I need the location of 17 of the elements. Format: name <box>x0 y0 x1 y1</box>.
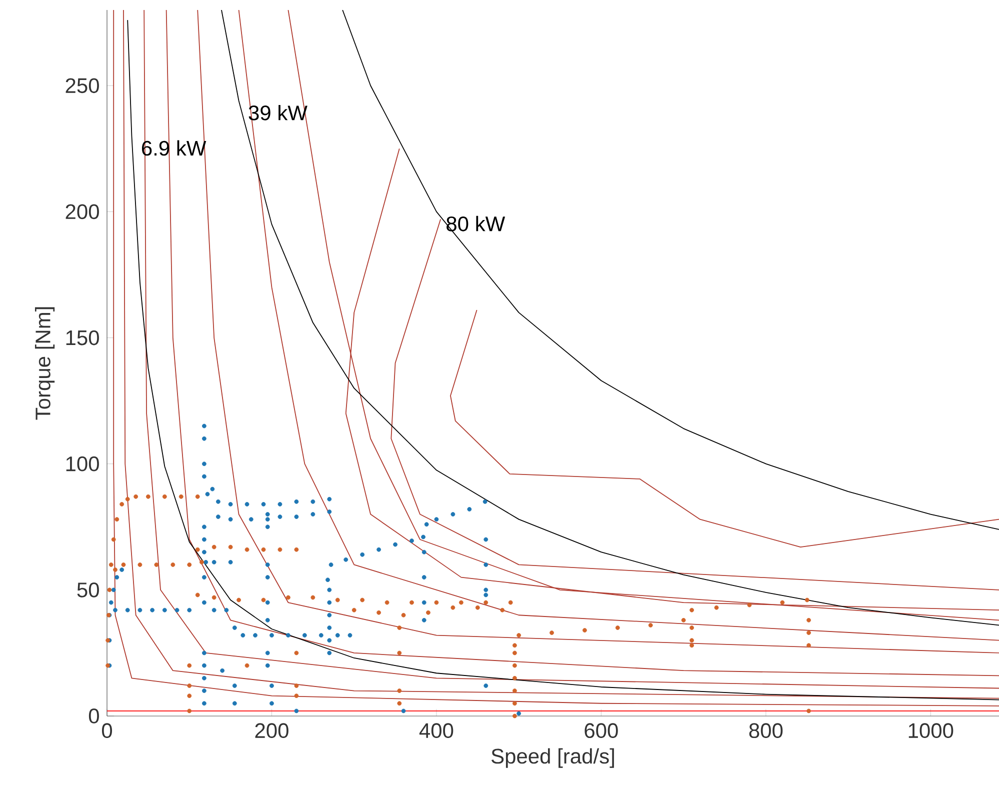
line-series <box>342 10 999 530</box>
x-tick-label: 200 <box>255 723 288 738</box>
y-tick-label: 100 <box>66 456 99 472</box>
annotation: 80 kW <box>446 216 506 232</box>
x-tick-label: 400 <box>419 723 454 738</box>
y-tick-label: 250 <box>66 78 99 94</box>
line-series <box>450 310 999 548</box>
y-tick-label: 150 <box>66 330 99 346</box>
y-tick-label: 0 <box>88 708 99 724</box>
y-tick-label: 50 <box>77 582 99 598</box>
y-tick-label: 200 <box>66 204 99 220</box>
x-tick-label: 600 <box>584 723 618 738</box>
x-tick-label: 0 <box>102 723 112 738</box>
x-tick-label: 800 <box>749 723 783 738</box>
y-axis-title: Torque [Nm] <box>35 307 55 420</box>
x-axis-title: Speed [rad/s] <box>492 748 614 768</box>
x-tick-label: 1000 <box>908 723 954 738</box>
